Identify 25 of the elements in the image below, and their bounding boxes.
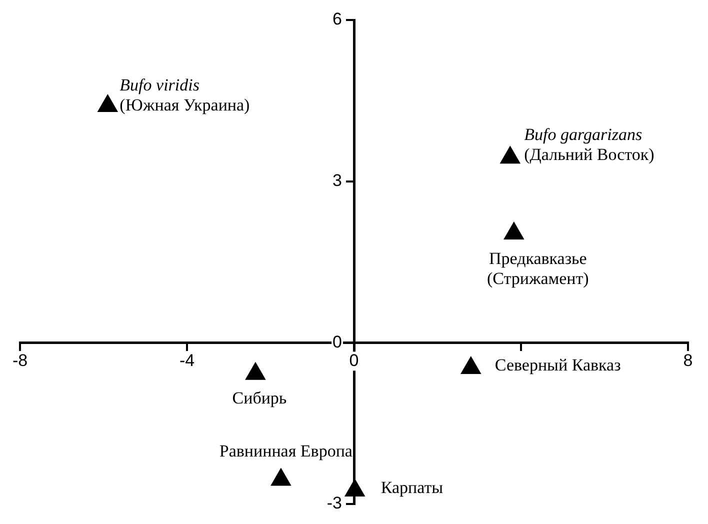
x-tick-label: 8 bbox=[683, 350, 693, 370]
annotation: Предкавказье bbox=[488, 248, 587, 268]
annotation: (Дальний Восток) bbox=[524, 145, 654, 164]
annotation: (Южная Украина) bbox=[120, 96, 250, 115]
annotation: Сибирь bbox=[232, 388, 287, 408]
annotation: Карпаты bbox=[380, 478, 444, 498]
annotation: Равнинная Европа bbox=[219, 441, 353, 460]
point bbox=[97, 94, 118, 112]
point bbox=[270, 468, 292, 486]
y-tick-label: 6 bbox=[332, 10, 342, 29]
point bbox=[500, 146, 521, 164]
point bbox=[344, 478, 366, 497]
point bbox=[504, 222, 524, 240]
x-tick-label: 0 bbox=[349, 350, 359, 370]
x-tick-label: -8 bbox=[12, 350, 28, 370]
y-tick-label: -3 bbox=[326, 494, 342, 513]
annotation: (Стрижамент) bbox=[487, 268, 589, 288]
annotation: Bufo gargarizans bbox=[524, 125, 642, 144]
y-tick-label: 3 bbox=[332, 171, 342, 190]
point bbox=[245, 362, 266, 380]
annotation: Северный Кавказ bbox=[494, 355, 622, 374]
y-tick-label: 0 bbox=[332, 332, 342, 352]
x-tick-label: -4 bbox=[179, 350, 195, 370]
point bbox=[460, 356, 482, 374]
annotation: Bufo viridis bbox=[120, 76, 200, 95]
